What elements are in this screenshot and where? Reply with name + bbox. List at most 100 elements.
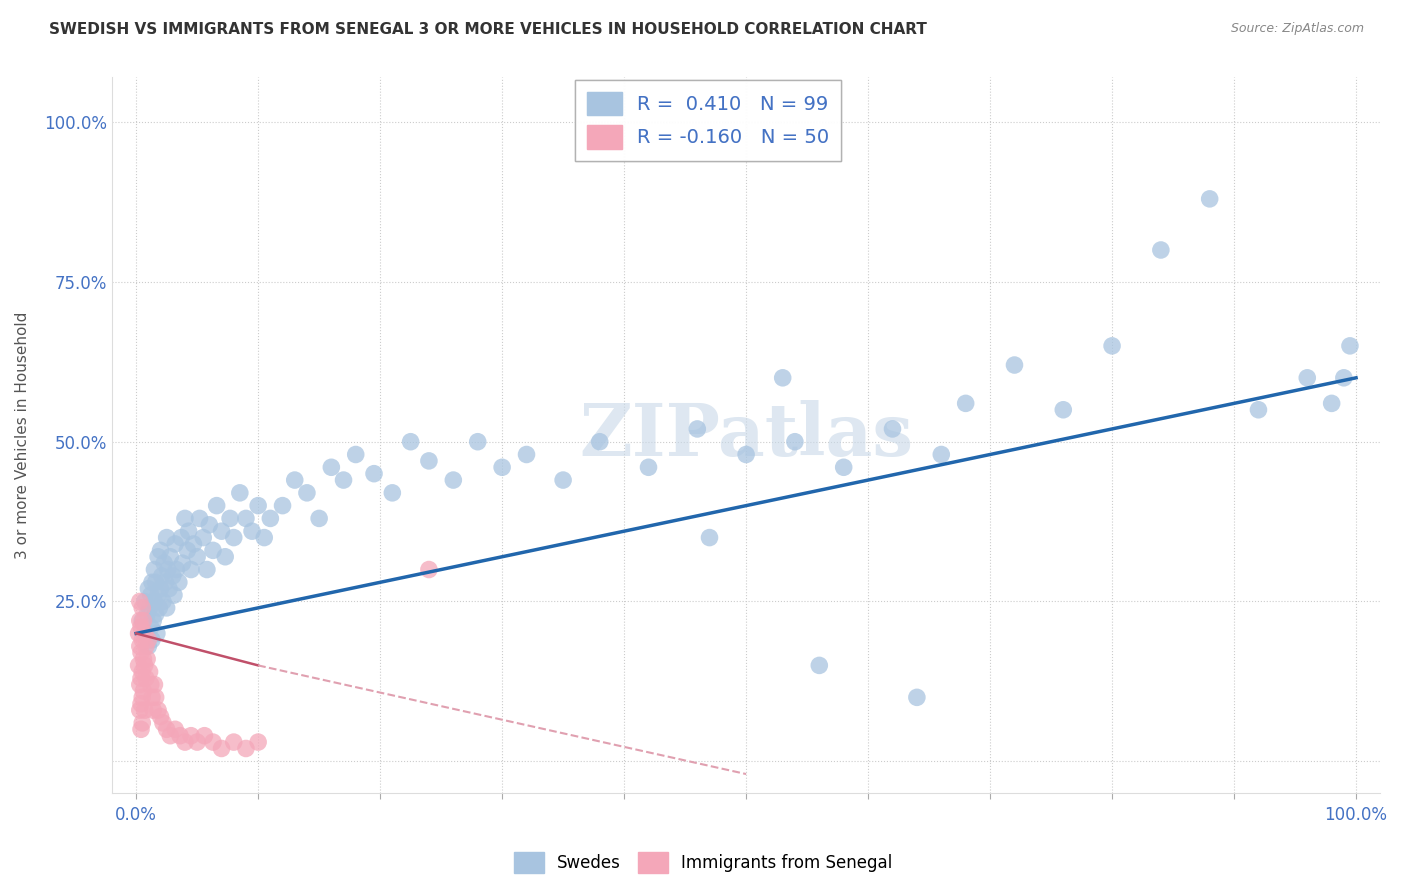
Point bbox=[145, 607, 167, 622]
Point bbox=[235, 741, 257, 756]
Point bbox=[222, 531, 245, 545]
Point bbox=[905, 690, 928, 705]
Point bbox=[136, 607, 159, 622]
Point bbox=[131, 665, 153, 679]
Point bbox=[165, 537, 187, 551]
Point bbox=[321, 460, 343, 475]
Point bbox=[491, 460, 513, 475]
Point bbox=[152, 715, 174, 730]
Point bbox=[148, 600, 170, 615]
Point bbox=[146, 626, 169, 640]
Point bbox=[174, 735, 197, 749]
Point bbox=[134, 626, 156, 640]
Point bbox=[128, 677, 150, 691]
Point bbox=[808, 658, 831, 673]
Point bbox=[253, 531, 276, 545]
Point bbox=[783, 434, 806, 449]
Point bbox=[128, 594, 150, 608]
Point bbox=[399, 434, 422, 449]
Text: 0.0%: 0.0% bbox=[115, 806, 157, 824]
Point bbox=[150, 569, 173, 583]
Point bbox=[1150, 243, 1173, 257]
Point bbox=[149, 582, 172, 596]
Point bbox=[1101, 339, 1123, 353]
Text: Source: ZipAtlas.com: Source: ZipAtlas.com bbox=[1230, 22, 1364, 36]
Point bbox=[201, 543, 224, 558]
Point bbox=[135, 671, 157, 685]
Point bbox=[131, 600, 153, 615]
Point bbox=[832, 460, 855, 475]
Point bbox=[186, 549, 208, 564]
Point bbox=[271, 499, 294, 513]
Point bbox=[165, 723, 187, 737]
Point bbox=[284, 473, 307, 487]
Point bbox=[131, 614, 153, 628]
Point bbox=[219, 511, 242, 525]
Point bbox=[247, 735, 270, 749]
Point bbox=[131, 715, 153, 730]
Point bbox=[128, 658, 150, 673]
Point bbox=[134, 658, 156, 673]
Point bbox=[183, 537, 205, 551]
Legend: R =  0.410   N = 99, R = -0.160   N = 50: R = 0.410 N = 99, R = -0.160 N = 50 bbox=[575, 80, 841, 161]
Point bbox=[188, 511, 211, 525]
Point bbox=[162, 569, 184, 583]
Point bbox=[180, 729, 202, 743]
Point bbox=[1247, 402, 1270, 417]
Text: ZIPatlas: ZIPatlas bbox=[579, 400, 912, 471]
Point bbox=[332, 473, 354, 487]
Point bbox=[735, 448, 758, 462]
Point bbox=[418, 454, 440, 468]
Point bbox=[155, 575, 177, 590]
Point bbox=[344, 448, 367, 462]
Point bbox=[134, 703, 156, 717]
Point bbox=[157, 582, 180, 596]
Point bbox=[141, 632, 163, 647]
Point bbox=[467, 434, 489, 449]
Point bbox=[205, 499, 228, 513]
Point bbox=[308, 511, 330, 525]
Point bbox=[1198, 192, 1220, 206]
Point bbox=[1333, 371, 1355, 385]
Point bbox=[141, 575, 163, 590]
Point bbox=[198, 517, 221, 532]
Point bbox=[172, 556, 194, 570]
Point bbox=[259, 511, 281, 525]
Point bbox=[381, 486, 404, 500]
Point bbox=[135, 626, 157, 640]
Point bbox=[142, 703, 165, 717]
Point bbox=[222, 735, 245, 749]
Point bbox=[195, 562, 218, 576]
Point bbox=[418, 562, 440, 576]
Point bbox=[152, 594, 174, 608]
Point bbox=[169, 729, 191, 743]
Point bbox=[138, 639, 160, 653]
Point bbox=[1320, 396, 1343, 410]
Point bbox=[139, 677, 162, 691]
Point bbox=[165, 562, 187, 576]
Point bbox=[129, 620, 152, 634]
Point bbox=[156, 531, 179, 545]
Point bbox=[131, 632, 153, 647]
Point bbox=[132, 652, 155, 666]
Point bbox=[955, 396, 977, 410]
Point bbox=[143, 594, 166, 608]
Point bbox=[156, 562, 179, 576]
Legend: Swedes, Immigrants from Senegal: Swedes, Immigrants from Senegal bbox=[508, 846, 898, 880]
Point bbox=[153, 556, 176, 570]
Point bbox=[176, 543, 198, 558]
Point bbox=[211, 524, 233, 539]
Point bbox=[132, 684, 155, 698]
Point bbox=[235, 511, 257, 525]
Point bbox=[138, 600, 160, 615]
Point bbox=[138, 665, 160, 679]
Point bbox=[214, 549, 236, 564]
Point bbox=[146, 549, 169, 564]
Point bbox=[129, 671, 152, 685]
Point bbox=[167, 575, 190, 590]
Point bbox=[139, 588, 162, 602]
Point bbox=[637, 460, 659, 475]
Point bbox=[143, 677, 166, 691]
Y-axis label: 3 or more Vehicles in Household: 3 or more Vehicles in Household bbox=[15, 311, 30, 559]
Point bbox=[149, 709, 172, 723]
